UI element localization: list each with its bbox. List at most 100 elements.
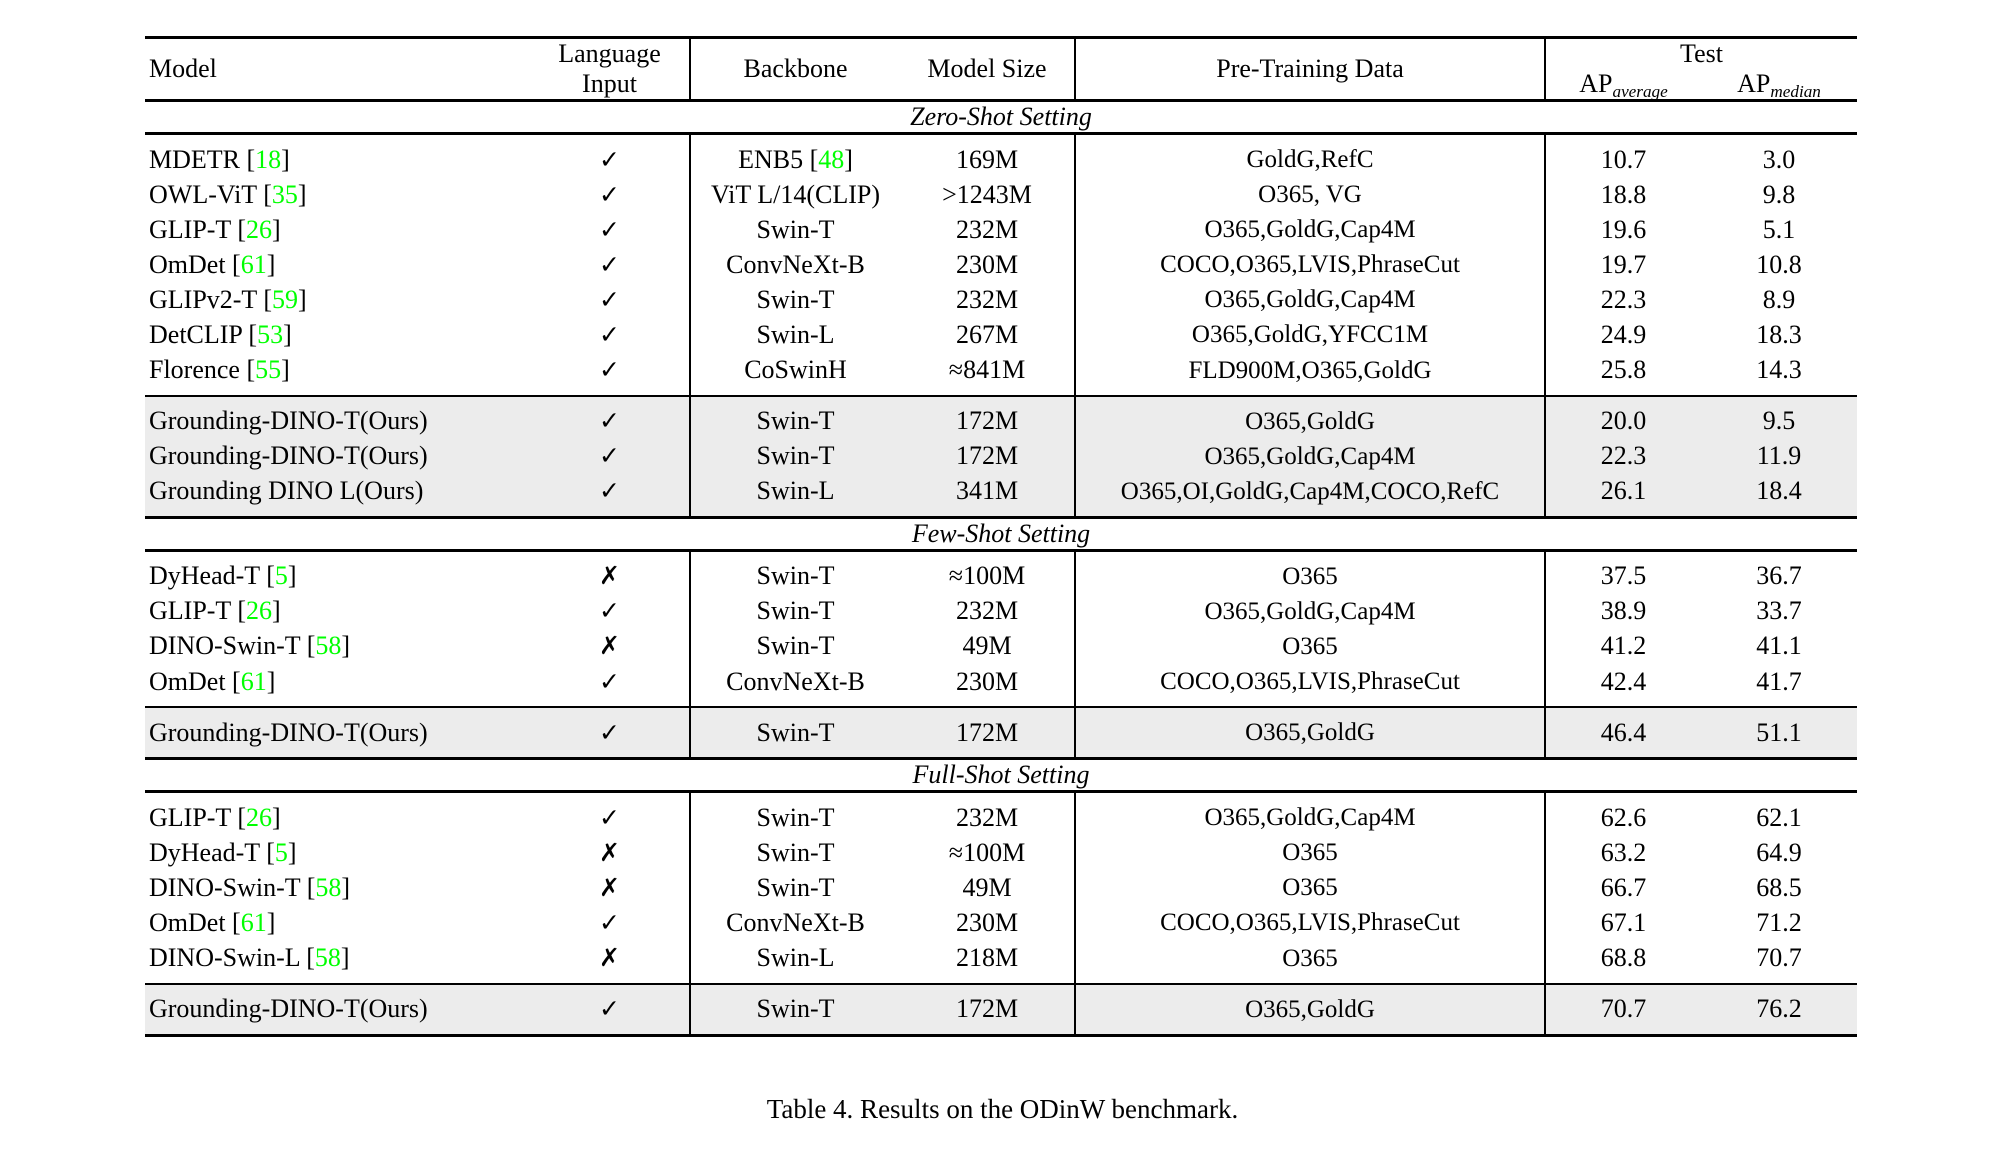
cell-pretraining-data: O365,GoldG,YFCC1M — [1075, 317, 1546, 353]
citation-reference[interactable]: [55] — [246, 354, 290, 384]
table-rule — [145, 99, 1857, 103]
table-row[interactable]: Grounding-DINO-T(Ours) ✓ Swin-T 172M O365,Go… — [145, 715, 1857, 751]
check-icon: ✓ — [599, 996, 620, 1024]
model-name: GLIPv2-T — [149, 284, 257, 314]
citation-reference[interactable]: [35] — [263, 179, 307, 209]
cell-ap-median: 71.2 — [1756, 907, 1802, 937]
cell-model-size: 49M — [900, 628, 1076, 665]
model-name: GLIP-T — [149, 596, 231, 626]
backbone-name: Swin-L — [756, 319, 835, 349]
table-row[interactable]: DyHead-T [5] ✗ Swin-T ≈100M O365 37.5 36.7 — [145, 558, 1857, 594]
cell-ap-average: 42.4 — [1600, 666, 1647, 696]
cell-language-input-check-icon: ✓ — [530, 282, 691, 318]
cell-ap-average: 63.2 — [1600, 837, 1647, 867]
model-name: DINO-Swin-T — [149, 631, 301, 661]
row-spacer — [145, 984, 1857, 992]
table-row[interactable]: DINO-Swin-T [58] ✗ Swin-T 49M O365 66.7 68.5 — [145, 870, 1857, 906]
model-name: Grounding DINO L(Ours) — [149, 476, 424, 506]
cell-pretraining-data: O365,GoldG,Cap4M — [1075, 282, 1546, 318]
cell-model: Grounding DINO L(Ours) — [145, 473, 530, 509]
table-rule-cell — [145, 516, 1857, 520]
citation-reference[interactable]: [26] — [237, 596, 281, 626]
cell-backbone: Swin-T — [690, 715, 900, 751]
cell-ap-average: 19.6 — [1600, 214, 1647, 244]
cell-model-size: 169M — [900, 142, 1076, 178]
cell-ap-median: 70.7 — [1756, 942, 1802, 972]
backbone-name: Swin-L — [756, 476, 835, 506]
citation-reference[interactable]: [61] — [232, 666, 276, 696]
backbone-name: Swin-T — [756, 596, 835, 626]
cell-pretraining-data: COCO,O365,LVIS,PhraseCut — [1075, 664, 1546, 700]
cell-model-size: >1243M — [900, 177, 1076, 213]
model-name: Grounding-DINO-T(Ours) — [149, 406, 428, 436]
table-rule — [145, 1034, 1857, 1038]
cell-model-size: 230M — [900, 905, 1076, 941]
cell-model: Florence [55] — [145, 352, 530, 387]
table-row[interactable]: GLIP-T [26] ✓ Swin-T 232M O365,GoldG,Cap4M 62… — [145, 800, 1857, 836]
cell-backbone: Swin-T — [690, 438, 900, 474]
table-row[interactable]: MDETR [18] ✓ ENB5 [48] 169M GoldG,RefC 10.7 3.… — [145, 142, 1857, 178]
check-icon: ✓ — [599, 146, 620, 174]
table-row[interactable]: GLIP-T [26] ✓ Swin-T 232M O365,GoldG,Cap4M 19… — [145, 212, 1857, 248]
table-row[interactable]: Grounding-DINO-T(Ours) ✓ Swin-T 172M O365,Go… — [145, 991, 1857, 1027]
cell-ap-median: 11.9 — [1701, 438, 1857, 474]
cross-icon: ✗ — [599, 874, 620, 902]
table-row[interactable]: OmDet [61] ✓ ConvNeXt-B 230M COCO,O365,LVIS,… — [145, 247, 1857, 283]
cell-pretraining-data: COCO,O365,LVIS,PhraseCut — [1075, 247, 1546, 283]
citation-reference[interactable]: [26] — [237, 214, 281, 244]
table-row[interactable]: GLIPv2-T [59] ✓ Swin-T 232M O365,GoldG,Cap4M… — [145, 282, 1857, 318]
citation-reference[interactable]: [53] — [248, 319, 292, 349]
cell-model: OmDet [61] — [145, 247, 530, 282]
table-row[interactable]: Grounding-DINO-T(Ours) ✓ Swin-T 172M O365,Go… — [145, 438, 1857, 474]
section-label-row: Zero-Shot Setting — [145, 102, 1857, 134]
cell-model: DINO-Swin-L [58] — [145, 940, 530, 975]
table-row[interactable]: DetCLIP [53] ✓ Swin-L 267M O365,GoldG,YFCC1M… — [145, 317, 1857, 353]
table-rule — [145, 790, 1857, 794]
cell-ap-average: 46.4 — [1545, 715, 1701, 751]
cell-ap-median: 8.9 — [1762, 284, 1796, 314]
citation-reference[interactable]: [48] — [809, 144, 853, 174]
table-header-row-secondary: APaverage APmedian — [145, 69, 1857, 101]
table-row[interactable]: GLIP-T [26] ✓ Swin-T 232M O365,GoldG,Cap4M 38… — [145, 593, 1857, 629]
backbone-name: ConvNeXt-B — [726, 666, 865, 696]
table-row[interactable]: Grounding-DINO-T(Ours) ✓ Swin-T 172M O365,Go… — [145, 403, 1857, 439]
citation-reference[interactable]: [5] — [266, 561, 297, 591]
table-rule — [145, 549, 1857, 553]
citation-reference[interactable]: [58] — [306, 942, 350, 972]
citation-reference[interactable]: [59] — [263, 284, 307, 314]
cell-language-input-cross-icon: ✗ — [530, 940, 691, 976]
table-row[interactable]: OmDet [61] ✓ ConvNeXt-B 230M COCO,O365,LVIS,… — [145, 664, 1857, 700]
cell-backbone: ConvNeXt-B — [690, 664, 900, 699]
citation-reference[interactable]: [58] — [306, 872, 351, 902]
column-header-model: Model — [149, 54, 217, 83]
cell-model-size: ≈100M — [900, 835, 1076, 871]
table-row[interactable]: Grounding DINO L(Ours) ✓ Swin-L 341M O365,OI… — [145, 473, 1857, 509]
backbone-name: ViT L/14(CLIP) — [710, 179, 881, 209]
table-row[interactable]: OWL-ViT [35] ✓ ViT L/14(CLIP) >1243M O365, V… — [145, 177, 1857, 213]
backbone-name: Swin-L — [756, 942, 835, 972]
table-row[interactable]: DINO-Swin-L [58] ✗ Swin-L 218M O365 68.8 70.7 — [145, 940, 1857, 976]
citation-reference[interactable]: [18] — [246, 144, 290, 174]
citation-reference[interactable]: [58] — [306, 631, 351, 661]
row-spacer — [145, 551, 1857, 559]
citation-reference[interactable]: [26] — [237, 802, 281, 832]
check-icon: ✓ — [599, 598, 620, 626]
cell-language-input-check-icon: ✓ — [530, 991, 691, 1027]
table-row[interactable]: Florence [55] ✓ CoSwinH ≈841M FLD900M,O365,G… — [145, 352, 1857, 388]
check-icon: ✓ — [599, 356, 620, 384]
cell-ap-average: 22.3 — [1545, 438, 1701, 474]
cell-ap-average: 26.1 — [1545, 473, 1701, 509]
check-icon: ✓ — [599, 443, 620, 471]
backbone-name: CoSwinH — [744, 354, 847, 384]
citation-reference[interactable]: [5] — [266, 837, 297, 867]
table-row[interactable]: DINO-Swin-T [58] ✗ Swin-T 49M O365 41.2 41.1 — [145, 628, 1857, 665]
table-row[interactable]: OmDet [61] ✓ ConvNeXt-B 230M COCO,O365,LVIS,… — [145, 905, 1857, 941]
backbone-name: Swin-T — [756, 837, 835, 867]
section-label-row: Full-Shot Setting — [145, 760, 1857, 792]
cell-ap-median: 9.8 — [1762, 179, 1796, 209]
citation-reference[interactable]: [61] — [232, 249, 276, 279]
cell-model-size: 172M — [900, 438, 1076, 474]
cell-language-input-check-icon: ✓ — [530, 317, 691, 353]
table-row[interactable]: DyHead-T [5] ✗ Swin-T ≈100M O365 63.2 64.9 — [145, 835, 1857, 871]
citation-reference[interactable]: [61] — [232, 907, 276, 937]
